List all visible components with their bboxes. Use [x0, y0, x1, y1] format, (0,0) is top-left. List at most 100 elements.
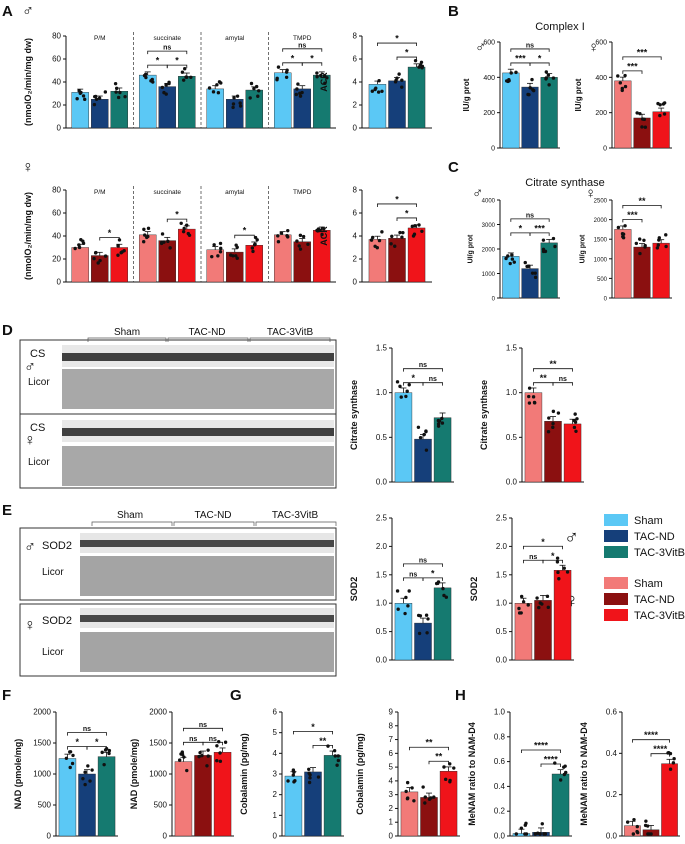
- y-tick-label: 0: [57, 124, 62, 133]
- y-tick-label: 1.0: [494, 708, 506, 717]
- significance-label: *: [519, 223, 523, 233]
- section-label: P/M: [94, 189, 106, 196]
- data-point: [276, 239, 281, 244]
- chart-a-f-resp: 0 20 40 60 80 (nmolO₂/min/mg dw) P/M succinate a…: [23, 186, 336, 287]
- significance-bracket: [396, 217, 417, 221]
- data-point: [531, 395, 536, 399]
- panel-label-c: C: [448, 159, 459, 176]
- data-point: [527, 386, 532, 390]
- male-symbol-b: ♂: [475, 39, 486, 56]
- data-point: [113, 81, 118, 86]
- data-point: [68, 765, 72, 770]
- y-tick-label: 0: [603, 146, 607, 153]
- significance-bracket: [622, 205, 662, 209]
- data-point: [301, 234, 306, 239]
- data-point: [123, 94, 127, 99]
- data-point: [555, 556, 560, 560]
- data-point: [405, 389, 409, 393]
- data-point: [292, 770, 296, 774]
- data-point: [200, 753, 204, 758]
- significance-bracket: [183, 727, 223, 732]
- data-point: [218, 241, 223, 246]
- data-point: [143, 233, 147, 237]
- legend: Sham TAC-ND TAC-3VitB ♂ Sham TAC-ND TAC-…: [564, 514, 685, 622]
- data-point: [284, 75, 289, 79]
- data-point: [573, 420, 578, 424]
- data-point: [114, 86, 119, 91]
- data-point: [238, 104, 243, 108]
- y-tick-label: 0: [492, 297, 496, 303]
- data-point: [421, 785, 425, 789]
- bar: [502, 72, 520, 149]
- panel-label-b: B: [448, 3, 459, 20]
- data-point: [107, 751, 111, 756]
- data-point: [296, 82, 300, 86]
- data-point: [424, 429, 428, 433]
- data-point: [399, 395, 403, 399]
- data-point: [642, 238, 646, 242]
- male-symbol-c: ♂: [472, 185, 483, 202]
- data-point: [326, 744, 330, 748]
- data-point: [103, 254, 108, 258]
- data-point: [298, 91, 302, 96]
- data-point: [440, 421, 445, 425]
- data-point: [107, 748, 112, 753]
- data-point: [407, 589, 411, 593]
- data-point: [83, 770, 87, 774]
- data-point: [94, 97, 99, 101]
- data-point: [100, 750, 104, 755]
- data-point: [223, 740, 228, 744]
- blot-row-label: Licor: [28, 457, 50, 468]
- section-label: succinate: [154, 189, 182, 196]
- data-point: [249, 81, 254, 86]
- y-tick-label: 600: [595, 40, 607, 47]
- significance-bracket: [622, 219, 643, 223]
- significance-bracket: [86, 746, 107, 750]
- blot-male-symbol: ♂: [24, 359, 36, 376]
- data-point: [504, 256, 508, 261]
- blot-row-label: Licor: [28, 377, 50, 388]
- bar: [274, 234, 292, 283]
- data-point: [96, 261, 100, 265]
- data-point: [228, 253, 233, 257]
- data-point: [527, 394, 531, 399]
- data-point: [218, 751, 222, 755]
- data-point: [638, 111, 642, 116]
- data-point: [540, 822, 544, 826]
- y-tick-label: 500: [38, 801, 52, 810]
- data-point: [146, 226, 151, 231]
- blot-licor-male: [80, 556, 334, 596]
- y-tick-label: 0.0: [376, 478, 388, 487]
- significance-bracket: [622, 70, 643, 74]
- bar: [304, 771, 322, 837]
- significance-bracket: [523, 545, 563, 550]
- y-axis-label: Citrate synthase: [479, 380, 489, 450]
- data-point: [574, 429, 578, 434]
- y-tick-label: 600: [483, 40, 495, 47]
- data-point: [295, 239, 299, 243]
- data-point: [527, 401, 532, 405]
- data-point: [538, 832, 542, 836]
- bar: [661, 763, 678, 837]
- data-point: [185, 768, 189, 773]
- data-point: [623, 84, 628, 89]
- data-point: [544, 70, 549, 74]
- data-point: [217, 740, 221, 744]
- data-point: [573, 412, 577, 416]
- data-point: [216, 91, 221, 95]
- data-point: [547, 83, 551, 87]
- blot-frame-e-male: [19, 527, 337, 601]
- blot-band-cs-female: [62, 428, 334, 436]
- y-tick-label: 60: [52, 209, 61, 218]
- y-tick-label: 1: [273, 811, 278, 820]
- data-point: [417, 223, 421, 227]
- y-axis-label: UI/g prot: [579, 234, 586, 263]
- bar: [524, 392, 543, 483]
- data-point: [393, 244, 397, 248]
- bar: [323, 755, 342, 837]
- significance-label: *: [95, 737, 99, 747]
- bar: [158, 240, 176, 283]
- data-point: [631, 832, 636, 836]
- y-axis-label: (nmolO₂/min/mg dw): [23, 38, 33, 126]
